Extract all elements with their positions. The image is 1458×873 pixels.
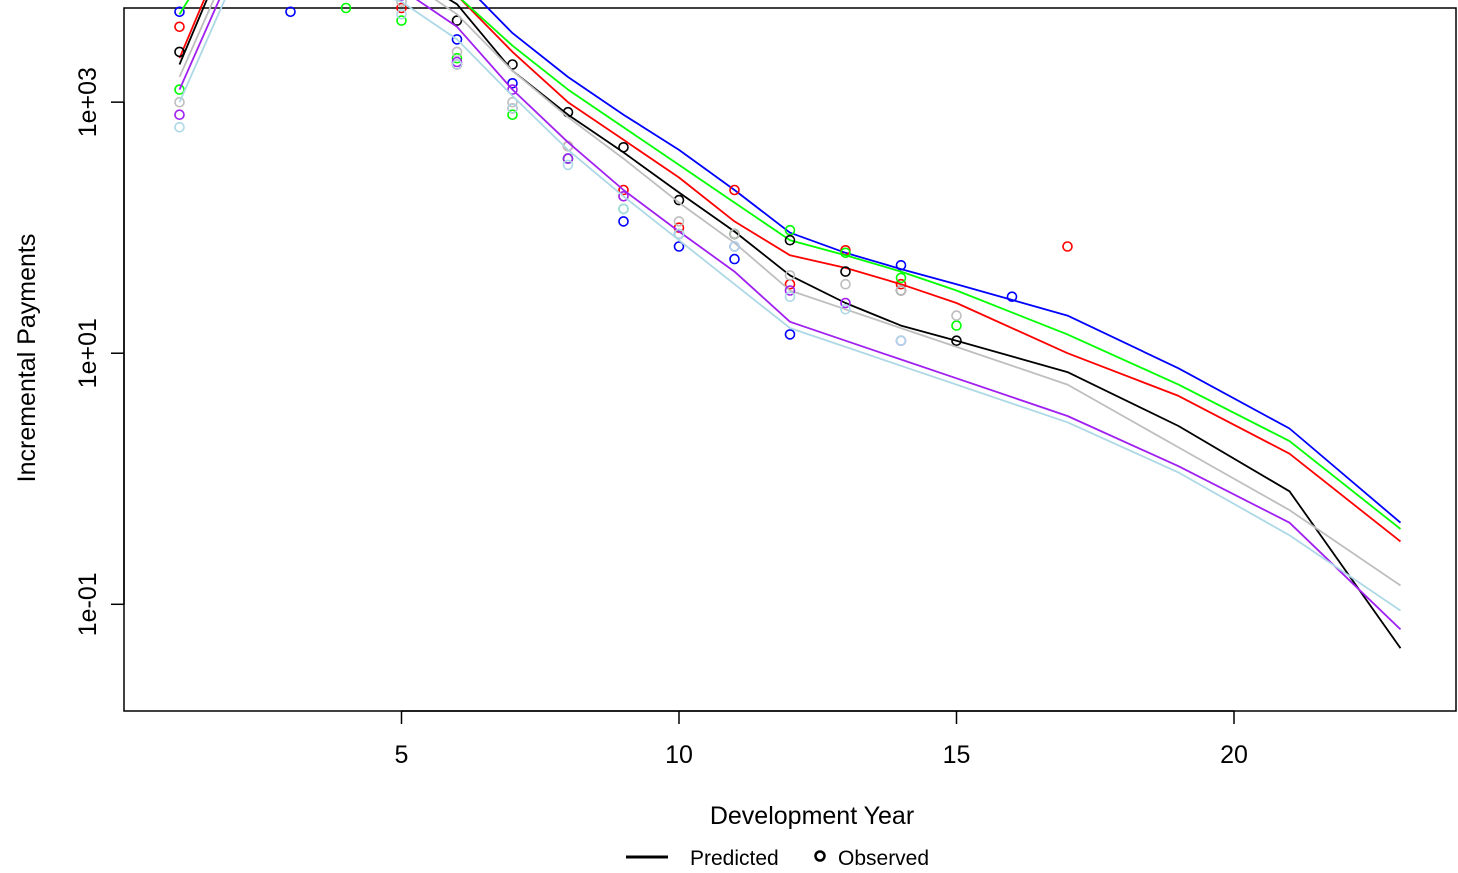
observed-point — [951, 335, 962, 347]
observed-point — [451, 52, 463, 64]
observed-point — [729, 241, 740, 252]
observed-point — [396, 0, 407, 7]
legend: Predicted Observed — [626, 847, 929, 870]
observed-point — [507, 59, 518, 70]
series-group-3 — [174, 0, 1402, 530]
observed-point — [895, 259, 907, 271]
observed-point — [396, 15, 407, 26]
observed-point — [285, 6, 296, 18]
observed-point — [673, 241, 685, 252]
observed-point — [784, 291, 796, 303]
observed-point — [784, 270, 796, 281]
observed-point — [174, 21, 185, 33]
observed-point — [174, 109, 185, 120]
observed-point — [451, 59, 463, 70]
y-tick-label: 1e+01 — [74, 318, 102, 388]
observed-point — [729, 184, 740, 196]
observed-point — [618, 142, 629, 153]
x-tick-label: 15 — [943, 741, 971, 769]
observed-point — [562, 153, 574, 164]
y-tick-label: 1e-01 — [74, 572, 102, 636]
observed-point — [951, 320, 962, 331]
series-group-7 — [174, 0, 1402, 612]
observed-point — [895, 335, 907, 347]
observed-point — [174, 96, 185, 108]
legend-label-observed: Observed — [838, 847, 929, 870]
predicted-line — [178, 0, 1402, 587]
observed-point — [618, 191, 629, 202]
predicted-line — [178, 0, 1402, 612]
predicted-line — [178, 0, 1402, 631]
series-group-6 — [174, 0, 1402, 631]
plot-frame — [123, 7, 1457, 712]
observed-point — [618, 203, 629, 215]
legend-circle-swatch — [814, 850, 826, 862]
observed-point — [1006, 291, 1018, 303]
predicted-line — [478, 0, 1402, 524]
observed-point — [562, 159, 574, 171]
observed-point — [840, 266, 851, 277]
observed-point — [507, 84, 518, 95]
series-group-1 — [174, 0, 1402, 524]
observed-point — [1062, 241, 1073, 252]
predicted-line — [178, 0, 1402, 543]
observed-point — [840, 247, 851, 259]
observed-point — [174, 84, 185, 95]
legend-label-predicted: Predicted — [690, 847, 779, 870]
y-axis: 1e-01 1e+01 1e+03 — [74, 67, 125, 636]
observed-point — [507, 96, 518, 108]
predicted-line — [178, 0, 1402, 530]
observed-point — [451, 15, 463, 26]
observed-point — [340, 2, 352, 14]
x-tick-label: 10 — [665, 741, 693, 769]
observed-point — [840, 297, 851, 309]
observed-point — [951, 310, 962, 321]
observed-point — [174, 46, 185, 58]
observed-point — [174, 6, 185, 18]
observed-point — [840, 303, 851, 315]
x-tick-label: 20 — [1220, 741, 1248, 769]
observed-point — [174, 122, 185, 133]
series-group-4 — [174, 0, 1402, 649]
observed-point — [507, 109, 518, 120]
observed-point — [840, 278, 851, 290]
observed-point — [784, 329, 796, 340]
observed-point — [396, 9, 407, 20]
observed-point — [673, 216, 685, 227]
x-axis: 5 10 15 20 — [395, 710, 1248, 769]
observed-point — [895, 272, 907, 284]
observed-point — [396, 2, 407, 14]
observed-point — [673, 228, 685, 240]
predicted-line — [178, 0, 1402, 649]
y-axis-title: Incremental Payments — [13, 234, 41, 483]
x-tick-label: 5 — [395, 741, 409, 769]
observed-point — [784, 285, 796, 296]
observed-point — [895, 285, 907, 296]
observed-point — [729, 228, 740, 240]
observed-point — [618, 216, 629, 227]
y-tick-label: 1e+03 — [74, 67, 102, 137]
observed-point — [451, 34, 463, 45]
series-layer — [174, 0, 1402, 649]
x-axis-title: Development Year — [710, 802, 914, 830]
observed-point — [729, 253, 740, 265]
observed-point — [451, 46, 463, 58]
observed-point — [618, 184, 629, 196]
observed-point — [784, 234, 796, 246]
observed-point — [895, 278, 907, 290]
observed-point — [784, 224, 796, 236]
observed-point — [507, 103, 518, 114]
